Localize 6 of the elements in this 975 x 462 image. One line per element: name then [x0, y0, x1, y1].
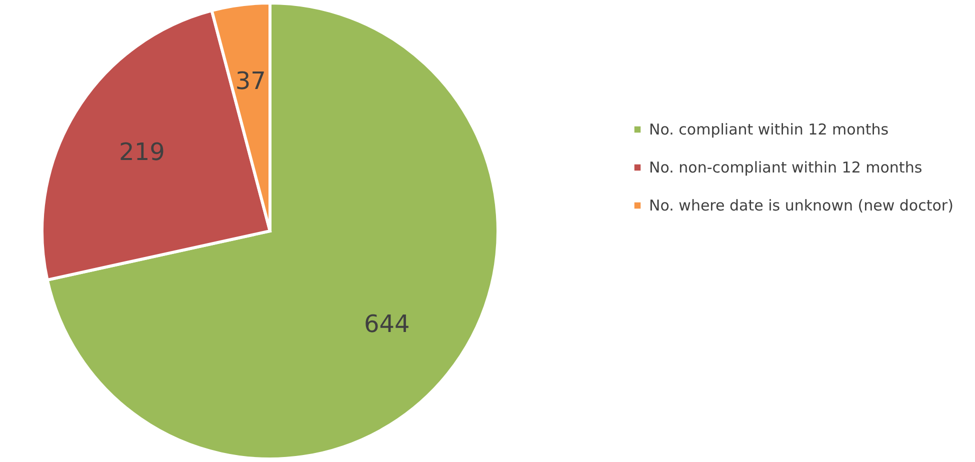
legend-label: No. compliant within 12 months: [649, 120, 889, 138]
legend-label: No. non-compliant within 12 months: [649, 158, 922, 176]
data-label: 644: [364, 310, 410, 338]
legend-label: No. where date is unknown (new doctor): [649, 196, 954, 214]
data-label: 219: [119, 138, 165, 166]
data-label: 37: [235, 67, 266, 96]
